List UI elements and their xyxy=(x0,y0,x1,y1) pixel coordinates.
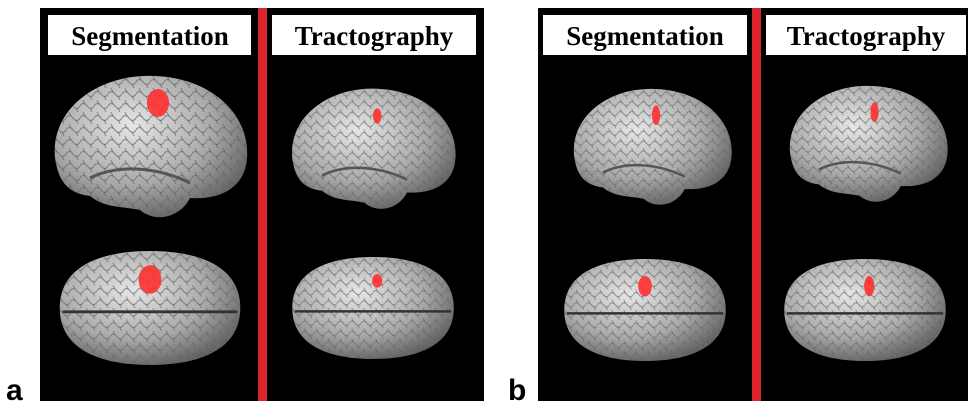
brain-texture xyxy=(573,88,732,205)
brain-texture xyxy=(59,251,241,365)
brain-texture xyxy=(784,259,946,361)
divider xyxy=(752,8,761,401)
brain-texture xyxy=(789,85,948,202)
header-text: Tractography xyxy=(295,21,454,51)
brain-lateral xyxy=(54,75,248,218)
sulcus xyxy=(321,166,408,181)
header-box xyxy=(543,15,747,55)
brain-top xyxy=(292,257,454,359)
panel-label: a xyxy=(6,374,23,405)
divider xyxy=(258,8,267,401)
brain-lateral xyxy=(789,85,948,202)
activation xyxy=(870,102,879,123)
sulcus xyxy=(602,163,686,178)
header-text: Tractography xyxy=(787,21,946,51)
panel-label: b xyxy=(508,374,526,405)
activation xyxy=(652,105,661,126)
brain-texture xyxy=(292,257,454,359)
brain-top xyxy=(564,259,726,361)
sulcus xyxy=(818,160,902,175)
brain-lateral xyxy=(573,88,732,205)
header-box xyxy=(766,15,966,55)
brain-top xyxy=(59,251,241,365)
header-text: Segmentation xyxy=(71,21,229,51)
activation xyxy=(147,89,169,117)
brain-texture xyxy=(291,88,456,209)
activation xyxy=(864,276,875,297)
activation xyxy=(138,265,162,294)
brains xyxy=(54,75,948,365)
activation xyxy=(372,274,383,288)
activation xyxy=(638,276,652,297)
header-text: Segmentation xyxy=(566,21,724,51)
sulcus xyxy=(89,167,191,185)
brain-texture xyxy=(54,75,248,218)
brain-top xyxy=(784,259,946,361)
activation xyxy=(373,108,382,124)
brain-texture xyxy=(564,259,726,361)
header-box xyxy=(272,15,476,55)
brain-lateral xyxy=(291,88,456,209)
header-box xyxy=(48,15,251,55)
